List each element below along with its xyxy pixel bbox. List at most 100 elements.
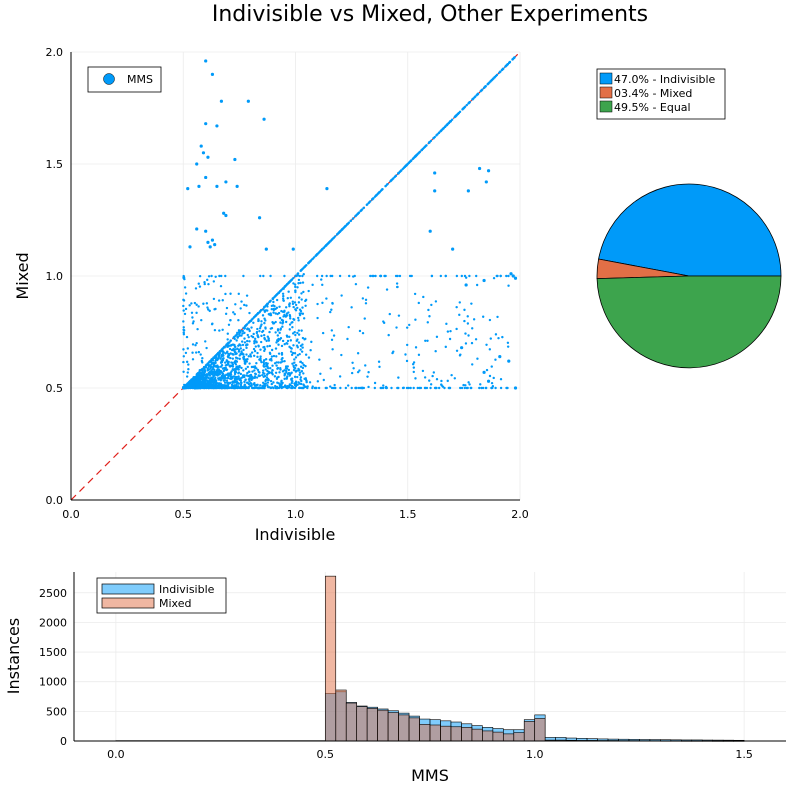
scatter-cloud-point bbox=[356, 370, 360, 374]
scatter-cloud-point bbox=[261, 373, 264, 377]
scatter-cloud-point bbox=[389, 180, 392, 183]
scatter-cloud-point bbox=[278, 371, 281, 374]
scatter-cloud-point bbox=[247, 383, 251, 386]
scatter-cloud-point bbox=[193, 377, 196, 381]
scatter-cloud-point bbox=[276, 339, 280, 343]
scatter-cloud-point bbox=[243, 331, 246, 335]
scatter-cloud-point bbox=[304, 353, 308, 356]
scatter-cloud-point bbox=[265, 376, 269, 379]
scatter-cloud-point bbox=[445, 123, 449, 127]
scatter-cloud-point bbox=[513, 56, 516, 59]
scatter-point bbox=[224, 213, 228, 218]
scatter-cloud-point bbox=[412, 370, 415, 374]
scatter-cloud-point bbox=[318, 250, 322, 253]
scatter-cloud-point bbox=[309, 259, 313, 262]
scatter-cloud-point bbox=[288, 383, 291, 386]
scatter-cloud-point bbox=[321, 283, 324, 287]
scatter-cloud-point bbox=[365, 203, 368, 207]
scatter-point bbox=[482, 278, 486, 283]
scatter-cloud-point bbox=[461, 108, 464, 111]
scatter-cloud-point bbox=[210, 380, 213, 384]
scatter-cloud-point bbox=[280, 386, 283, 390]
scatter-cloud-point bbox=[292, 344, 295, 347]
pie-slice bbox=[596, 275, 782, 369]
scatter-cloud-point bbox=[309, 349, 312, 352]
scatter-cloud-point bbox=[405, 326, 409, 329]
scatter-cloud-point bbox=[263, 347, 267, 351]
scatter-cloud-point bbox=[435, 378, 439, 381]
scatter-cloud-point bbox=[330, 386, 334, 390]
scatter-cloud-point bbox=[245, 346, 248, 350]
figure-title: Indivisible vs Mixed, Other Experiments bbox=[212, 2, 648, 27]
scatter-cloud-point bbox=[259, 274, 262, 278]
scatter-cloud-point bbox=[248, 370, 251, 374]
scatter-cloud-point bbox=[476, 357, 479, 360]
scatter-cloud-point bbox=[237, 329, 241, 332]
scatter-cloud-point bbox=[289, 350, 293, 353]
scatter-cloud-point bbox=[242, 348, 245, 352]
scatter-cloud-point bbox=[268, 300, 271, 304]
scatter-cloud-point bbox=[301, 312, 305, 315]
scatter-cloud-point bbox=[234, 369, 237, 372]
scatter-cloud-point bbox=[236, 336, 239, 339]
scatter-cloud-point bbox=[382, 320, 385, 323]
scatter-cloud-point bbox=[264, 358, 268, 361]
scatter-cloud-point bbox=[290, 381, 294, 385]
scatter-cloud-point bbox=[492, 276, 496, 280]
scatter-cloud-point bbox=[403, 165, 406, 169]
scatter-cloud-point bbox=[343, 225, 347, 228]
scatter-cloud-point bbox=[272, 322, 276, 325]
scatter-cloud-point bbox=[194, 344, 197, 347]
scatter-cloud-point bbox=[413, 292, 417, 296]
scatter-cloud-point bbox=[447, 386, 451, 390]
scatter-cloud-point bbox=[364, 298, 368, 302]
scatter-cloud-point bbox=[259, 384, 262, 387]
scatter-cloud-point bbox=[332, 334, 336, 337]
scatter-cloud-point bbox=[182, 298, 185, 302]
scatter-cloud-point bbox=[273, 375, 277, 378]
scatter-cloud-point bbox=[194, 383, 198, 386]
scatter-cloud-point bbox=[218, 329, 221, 332]
scatter-cloud-point bbox=[239, 383, 243, 387]
scatter-cloud-point bbox=[252, 354, 256, 357]
scatter-cloud-point bbox=[470, 302, 473, 305]
scatter-cloud-point bbox=[242, 357, 246, 360]
histogram-x-tick-label: 1.5 bbox=[735, 748, 753, 761]
scatter-cloud-point bbox=[275, 355, 278, 358]
scatter-cloud-point bbox=[238, 378, 241, 382]
scatter-cloud-point bbox=[221, 372, 225, 376]
scatter-cloud-point bbox=[266, 345, 269, 348]
scatter-cloud-point bbox=[188, 381, 192, 384]
scatter-cloud-point bbox=[228, 365, 232, 368]
scatter-cloud-point bbox=[276, 386, 279, 390]
scatter-cloud-point bbox=[298, 352, 301, 356]
scatter-point bbox=[224, 180, 228, 184]
scatter-cloud-point bbox=[268, 371, 271, 375]
scatter-point bbox=[291, 247, 295, 251]
scatter-cloud-point bbox=[279, 337, 283, 340]
scatter-cloud-point bbox=[246, 371, 249, 375]
scatter-cloud-point bbox=[250, 334, 253, 338]
scatter-cloud-point bbox=[457, 111, 461, 115]
scatter-point bbox=[195, 162, 199, 166]
scatter-cloud-point bbox=[221, 349, 224, 352]
scatter-cloud-point bbox=[253, 315, 256, 319]
scatter-cloud-point bbox=[302, 273, 305, 276]
scatter-cloud-point bbox=[299, 376, 303, 379]
scatter-cloud-point bbox=[305, 263, 308, 267]
scatter-cloud-point bbox=[233, 345, 237, 348]
scatter-cloud-point bbox=[286, 282, 289, 286]
scatter-cloud-point bbox=[191, 381, 195, 385]
scatter-cloud-point bbox=[290, 278, 294, 281]
scatter-cloud-point bbox=[494, 74, 498, 78]
scatter-cloud-point bbox=[297, 341, 301, 344]
histogram-bar-mixed bbox=[461, 727, 473, 742]
scatter-cloud-point bbox=[289, 339, 293, 342]
scatter-cloud-point bbox=[430, 274, 434, 278]
scatter-cloud-point bbox=[198, 369, 201, 372]
scatter-cloud-point bbox=[210, 363, 213, 366]
scatter-cloud-point bbox=[237, 372, 240, 375]
scatter-cloud-point bbox=[405, 343, 409, 347]
scatter-cloud-point bbox=[392, 350, 395, 353]
